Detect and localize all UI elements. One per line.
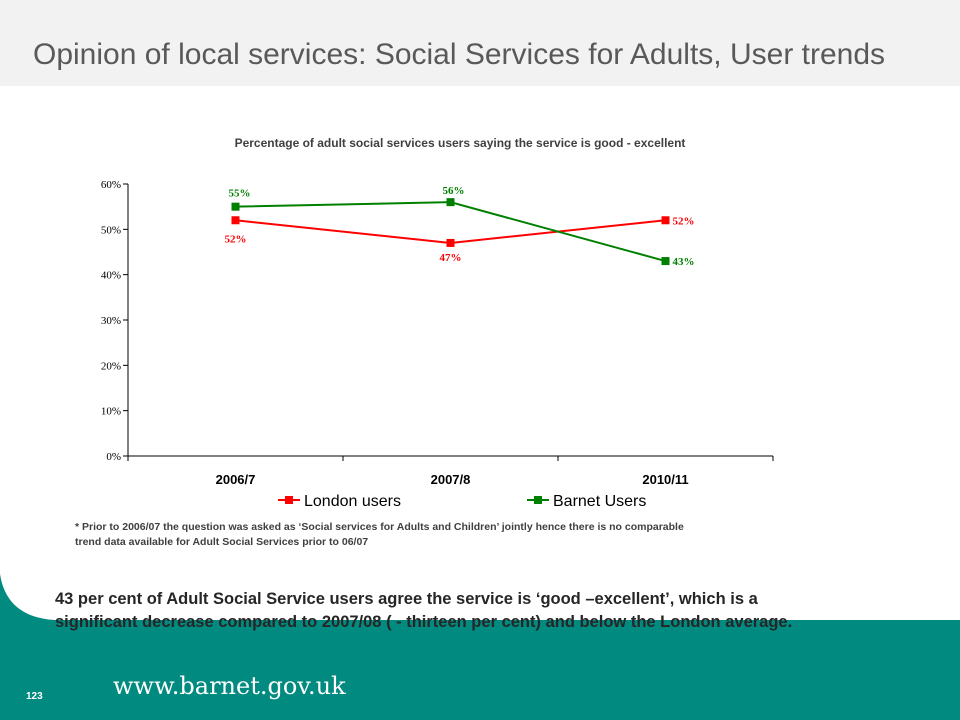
line-chart: 0% 10% 20% 30% 40% 50% 60% 2006/7 2007/8 2010/11 5… (101, 179, 774, 510)
y-tick-label: 50% (101, 224, 121, 236)
footnote-line-1: * Prior to 2006/07 the question was aske… (75, 521, 684, 533)
legend-swatch-marker (534, 496, 542, 504)
data-label: 55% (229, 188, 251, 200)
legend-label: London users (304, 493, 401, 510)
y-tick-label: 0% (106, 451, 121, 463)
page-number: 123 (26, 691, 43, 702)
summary-line-2: significant decrease compared to 2007/08… (55, 613, 793, 631)
data-label: 56% (443, 185, 465, 197)
footer-band (0, 574, 960, 720)
y-tick-label: 20% (101, 360, 121, 372)
data-point-marker (231, 216, 240, 225)
x-category-label: 2006/7 (216, 472, 256, 487)
website-url[interactable]: www.barnet.gov.uk (113, 672, 346, 700)
data-point-marker (446, 198, 455, 207)
x-category-label: 2007/8 (431, 472, 471, 487)
y-tick-label: 10% (101, 406, 121, 418)
x-category-label: 2010/11 (642, 472, 688, 487)
legend-label: Barnet Users (553, 493, 646, 510)
chart-title: Percentage of adult social services user… (234, 136, 686, 150)
y-tick-label: 60% (101, 179, 121, 191)
footnote: * Prior to 2006/07 the question was aske… (75, 520, 845, 550)
data-point-marker (661, 216, 670, 225)
footer-swoosh (0, 574, 960, 720)
summary-text: 43 per cent of Adult Social Service user… (55, 588, 915, 634)
data-label: 52% (673, 215, 695, 227)
footnote-line-2: trend data available for Adult Social Se… (75, 536, 369, 548)
data-label: 47% (440, 252, 462, 264)
title-bar: Opinion of local services: Social Servic… (0, 0, 960, 86)
summary-line-1: 43 per cent of Adult Social Service user… (55, 590, 758, 608)
data-point-marker (661, 257, 670, 266)
data-label: 43% (673, 256, 695, 268)
data-point-marker (446, 238, 455, 247)
data-point-marker (231, 202, 240, 211)
data-label: 52% (225, 233, 247, 245)
y-tick-label: 40% (101, 270, 121, 282)
legend-swatch-marker (285, 496, 293, 504)
y-tick-label: 30% (101, 315, 121, 327)
page-title: Opinion of local services: Social Servic… (33, 38, 886, 71)
